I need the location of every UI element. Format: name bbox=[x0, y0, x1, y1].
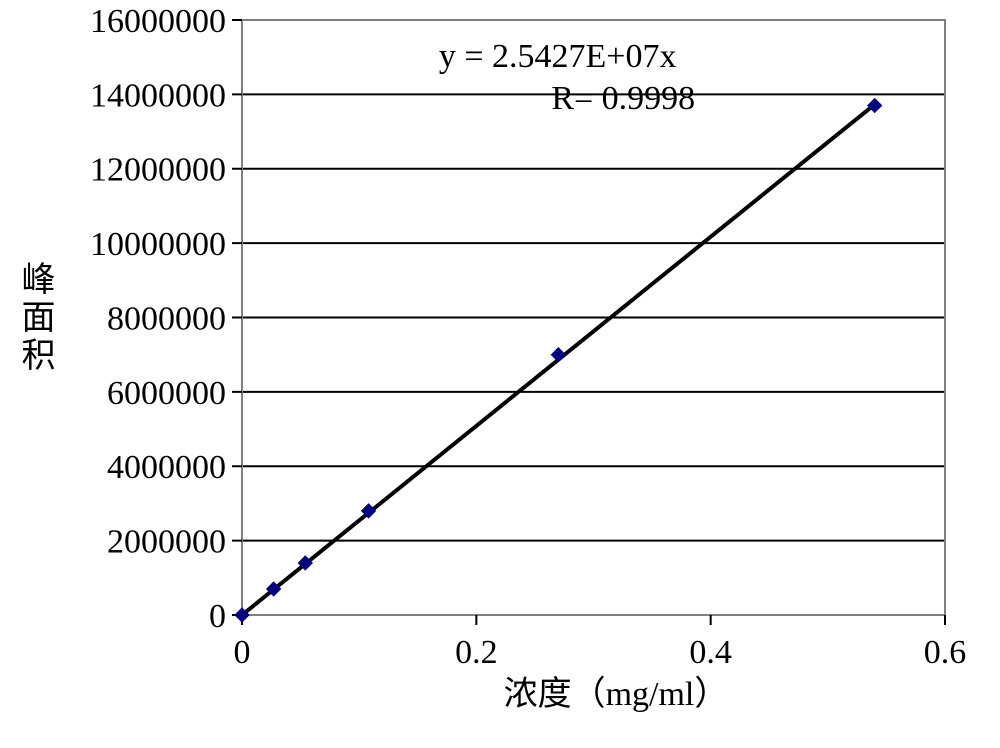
y-tick-label: 12000000 bbox=[90, 152, 226, 189]
y-tick-label: 4000000 bbox=[107, 449, 226, 486]
x-tick-label: 0 bbox=[234, 634, 251, 671]
y-axis-title: 峰面积 bbox=[10, 261, 59, 375]
y-tick-label: 8000000 bbox=[107, 300, 226, 337]
y-tick-label: 2000000 bbox=[107, 524, 226, 561]
chart-svg: 00.20.40.6020000004000000600000080000001… bbox=[0, 0, 1000, 748]
y-tick-label: 0 bbox=[209, 598, 226, 635]
equation-annotation: y = 2.5427E+07x bbox=[439, 38, 677, 76]
y-tick-label: 16000000 bbox=[90, 3, 226, 40]
y-tick-label: 10000000 bbox=[90, 226, 226, 263]
y-tick-label: 6000000 bbox=[107, 375, 226, 412]
x-tick-label: 0.2 bbox=[455, 634, 498, 671]
y-tick-label: 14000000 bbox=[90, 77, 226, 114]
x-tick-label: 0.6 bbox=[924, 634, 967, 671]
r-value-annotation: R= 0.9998 bbox=[551, 80, 695, 118]
chart-container: 00.20.40.6020000004000000600000080000001… bbox=[0, 0, 1000, 748]
x-axis-title: 浓度（mg/ml） bbox=[504, 666, 729, 715]
